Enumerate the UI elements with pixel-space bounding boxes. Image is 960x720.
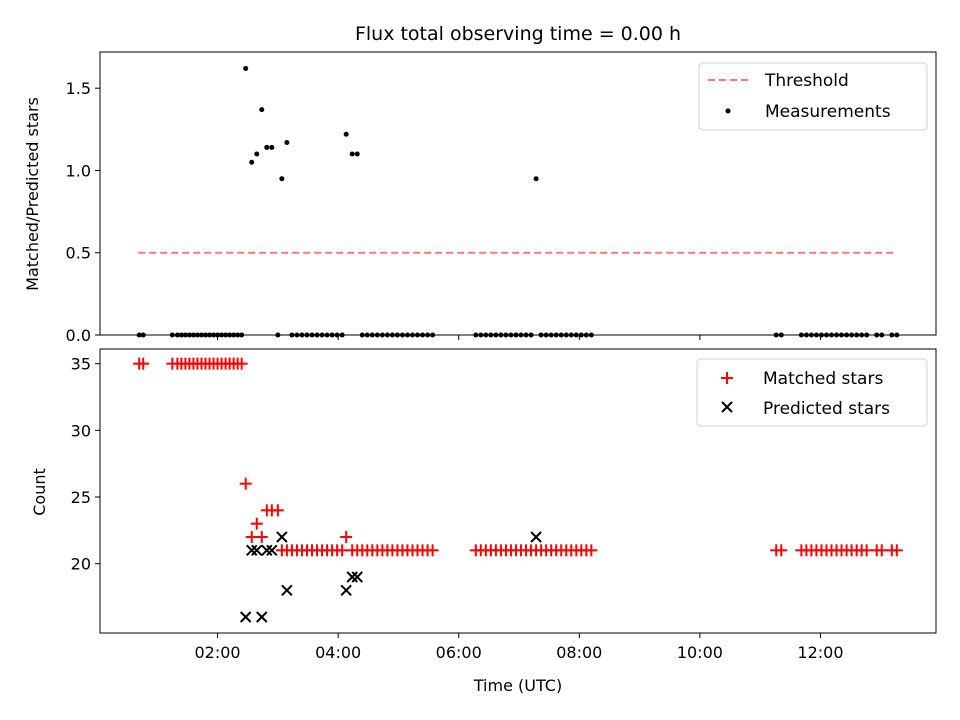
top-y-axis-label: Matched/Predicted stars [23, 97, 42, 291]
bottom-x-tick-label: 04:00 [315, 643, 361, 662]
top-y-ticks: 0.0 0.5 1.0 1.5 [66, 79, 100, 345]
predicted-star-point [251, 544, 263, 557]
predicted-star-point [256, 611, 268, 623]
measurement-point [279, 176, 285, 182]
predicted-star-point [340, 584, 352, 597]
matched-star-point [775, 544, 788, 557]
matched-star-point [860, 544, 873, 557]
top-panel: 0.0 0.5 1.0 1.5 Matched/Predicted stars Thr… [23, 51, 937, 345]
predicted-star-point [351, 571, 363, 583]
bottom-x-tick-label: 08:00 [556, 643, 602, 662]
measurement-point [243, 65, 249, 71]
matched-star-point [426, 544, 439, 557]
matched-star-point [250, 517, 263, 530]
bottom-x-ticks: 02:00 04:00 06:00 08:00 10:00 12:00 [195, 633, 844, 662]
legend-measurements-label: Measurements [765, 102, 891, 122]
measurement-point [269, 144, 275, 150]
top-y-tick-label: 0.5 [66, 244, 91, 263]
bottom-x-tick-label: 02:00 [195, 643, 241, 662]
predicted-star-point [261, 544, 273, 557]
measurement-point [249, 159, 255, 165]
measurement-point [264, 144, 270, 150]
top-y-tick-label: 0.0 [66, 326, 91, 345]
measurement-point [343, 131, 349, 137]
bottom-y-tick-label: 25 [71, 488, 91, 507]
legend-matched-swatch [721, 372, 733, 384]
measurement-point [259, 107, 265, 113]
bottom-y-tick-label: 20 [71, 555, 91, 574]
legend-predicted-label: Predicted stars [763, 399, 890, 419]
matched-star-point [585, 544, 598, 557]
matched-star-point [235, 357, 248, 370]
bottom-data-layer [133, 357, 903, 623]
bottom-y-tick-label: 35 [71, 355, 91, 374]
predicted-star-point [281, 584, 293, 597]
top-axes-frame [99, 51, 937, 336]
legend-threshold-label: Threshold [764, 71, 849, 91]
predicted-star-point [346, 571, 358, 583]
bottom-x-tick-label: 12:00 [797, 643, 843, 662]
bottom-x-tick-label: 06:00 [436, 643, 482, 662]
bottom-y-tick-label: 30 [71, 421, 91, 440]
top-legend: Threshold Measurements [698, 62, 928, 131]
legend-matched-label: Matched stars [763, 369, 883, 389]
bottom-y-axis-label: Count [30, 468, 49, 516]
bottom-axes-frame [99, 348, 937, 634]
x-axis-label: Time (UTC) [473, 676, 562, 695]
measurement-point [533, 176, 539, 182]
matched-star-point [137, 357, 150, 370]
predicted-star-point [239, 611, 252, 623]
measurement-point [354, 151, 360, 157]
legend-measurements-swatch [725, 108, 731, 114]
bottom-y-ticks: 20 25 30 35 [71, 355, 100, 574]
matched-star-point [336, 544, 349, 557]
matched-star-point [271, 504, 284, 517]
top-y-tick-label: 1.0 [66, 161, 91, 180]
matched-star-point [890, 544, 903, 557]
matched-star-point [875, 544, 888, 557]
predicted-star-point [276, 531, 288, 543]
predicted-star-point [530, 531, 542, 543]
legend-predicted-swatch [721, 401, 733, 413]
predicted-star-point [266, 544, 278, 557]
top-legend-box [698, 62, 928, 131]
matched-star-point [255, 531, 268, 543]
figure-title: Flux total observing time = 0.00 h [355, 23, 681, 45]
top-x-ticks [217, 335, 821, 340]
measurement-point [284, 139, 290, 145]
matched-star-point [245, 531, 258, 543]
bottom-legend-box [696, 358, 928, 427]
top-y-tick-label: 1.5 [66, 79, 91, 98]
measurement-point [349, 151, 355, 157]
predicted-star-point [246, 544, 258, 557]
bottom-legend: Matched stars Predicted stars [696, 358, 928, 427]
matched-star-point [340, 531, 353, 543]
measurement-point [254, 151, 260, 157]
bottom-x-tick-label: 10:00 [677, 643, 723, 662]
matched-star-point [239, 477, 252, 490]
